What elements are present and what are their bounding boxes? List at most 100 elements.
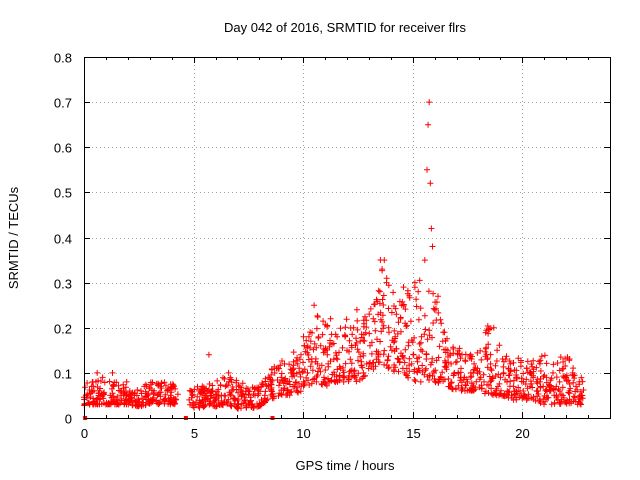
- data-point: [392, 333, 399, 340]
- data-point: [360, 337, 367, 344]
- data-point: [242, 396, 249, 403]
- data-point: [297, 373, 304, 380]
- data-point: [441, 329, 448, 336]
- data-point: [377, 316, 384, 323]
- data-point: [559, 384, 566, 391]
- data-point: [485, 382, 492, 389]
- data-point: [553, 383, 560, 390]
- data-point: [530, 357, 537, 364]
- data-point: [417, 378, 424, 385]
- data-point: [110, 382, 116, 389]
- data-point: [456, 345, 463, 352]
- data-point: [407, 318, 414, 325]
- data-point: [239, 380, 246, 387]
- data-point: [162, 382, 169, 389]
- data-point: [556, 388, 563, 394]
- data-point: [228, 387, 235, 394]
- data-point: [322, 380, 329, 387]
- data-point: [84, 380, 91, 386]
- data-point: [164, 387, 171, 394]
- data-point: [82, 384, 89, 391]
- data-point: [120, 381, 127, 388]
- data-point: [350, 324, 357, 331]
- data-point: [212, 403, 219, 410]
- data-point: [408, 360, 415, 367]
- data-point: [194, 393, 201, 400]
- data-point: [484, 323, 491, 329]
- data-point: [380, 292, 387, 299]
- data-point: [402, 320, 409, 327]
- data-point: [481, 390, 488, 397]
- data-point: [202, 392, 209, 399]
- data-point: [255, 387, 262, 394]
- data-point: [293, 370, 300, 377]
- data-point: [571, 394, 578, 401]
- data-point: [430, 320, 437, 326]
- data-point: [485, 341, 492, 348]
- data-point: [458, 379, 465, 386]
- data-point: [201, 403, 208, 410]
- data-point: [560, 373, 567, 380]
- data-point: [505, 389, 512, 395]
- data-point: [202, 402, 209, 409]
- data-point: [370, 315, 377, 322]
- data-point: [161, 396, 167, 403]
- data-point: [226, 389, 233, 396]
- data-point: [443, 366, 450, 373]
- data-point: [113, 396, 120, 403]
- data-point: [459, 386, 466, 393]
- data-point: [95, 392, 102, 399]
- data-point: [450, 372, 457, 379]
- data-point: [333, 373, 340, 380]
- data-point: [173, 396, 180, 403]
- data-point: [142, 388, 149, 395]
- data-point: [111, 379, 118, 386]
- data-point: [553, 374, 560, 381]
- data-point: [388, 347, 395, 354]
- data-point: [395, 356, 402, 363]
- data-point: [278, 391, 285, 397]
- data-point: [358, 362, 365, 369]
- y-axis-label: SRMTID / TECUs: [6, 186, 21, 289]
- data-point: [487, 366, 494, 372]
- y-tick-label: 0.2: [54, 322, 72, 337]
- data-point: [558, 396, 565, 403]
- data-point: [404, 290, 411, 297]
- data-point: [574, 386, 581, 393]
- data-point: [410, 351, 417, 358]
- data-point: [381, 257, 388, 264]
- data-point: [386, 364, 392, 371]
- data-point: [324, 351, 331, 358]
- data-point: [375, 287, 382, 294]
- data-point: [438, 320, 445, 327]
- data-point: [411, 376, 418, 383]
- data-point: [422, 367, 429, 374]
- data-point: [370, 366, 377, 373]
- data-point: [368, 339, 375, 346]
- data-point: [376, 288, 383, 295]
- data-point: [301, 366, 308, 373]
- data-point: [444, 335, 450, 342]
- data-point: [337, 325, 344, 332]
- data-point: [503, 353, 510, 360]
- data-point: [417, 346, 424, 353]
- data-point: [107, 392, 114, 399]
- data-point: [478, 356, 485, 363]
- data-point: [343, 316, 350, 323]
- data-point: [235, 382, 242, 389]
- data-point: [156, 400, 163, 407]
- data-point: [436, 376, 443, 382]
- x-tick-label: 20: [515, 426, 529, 441]
- data-point: [317, 342, 324, 349]
- data-point: [336, 349, 342, 356]
- data-point: [278, 374, 285, 381]
- data-point: [277, 379, 283, 385]
- data-point: [446, 383, 453, 390]
- data-point: [402, 306, 409, 313]
- data-point: [413, 296, 420, 303]
- data-point: [367, 342, 373, 349]
- data-point: [370, 359, 377, 366]
- data-point: [357, 338, 364, 345]
- data-point: [468, 380, 475, 387]
- data-point: [168, 399, 175, 406]
